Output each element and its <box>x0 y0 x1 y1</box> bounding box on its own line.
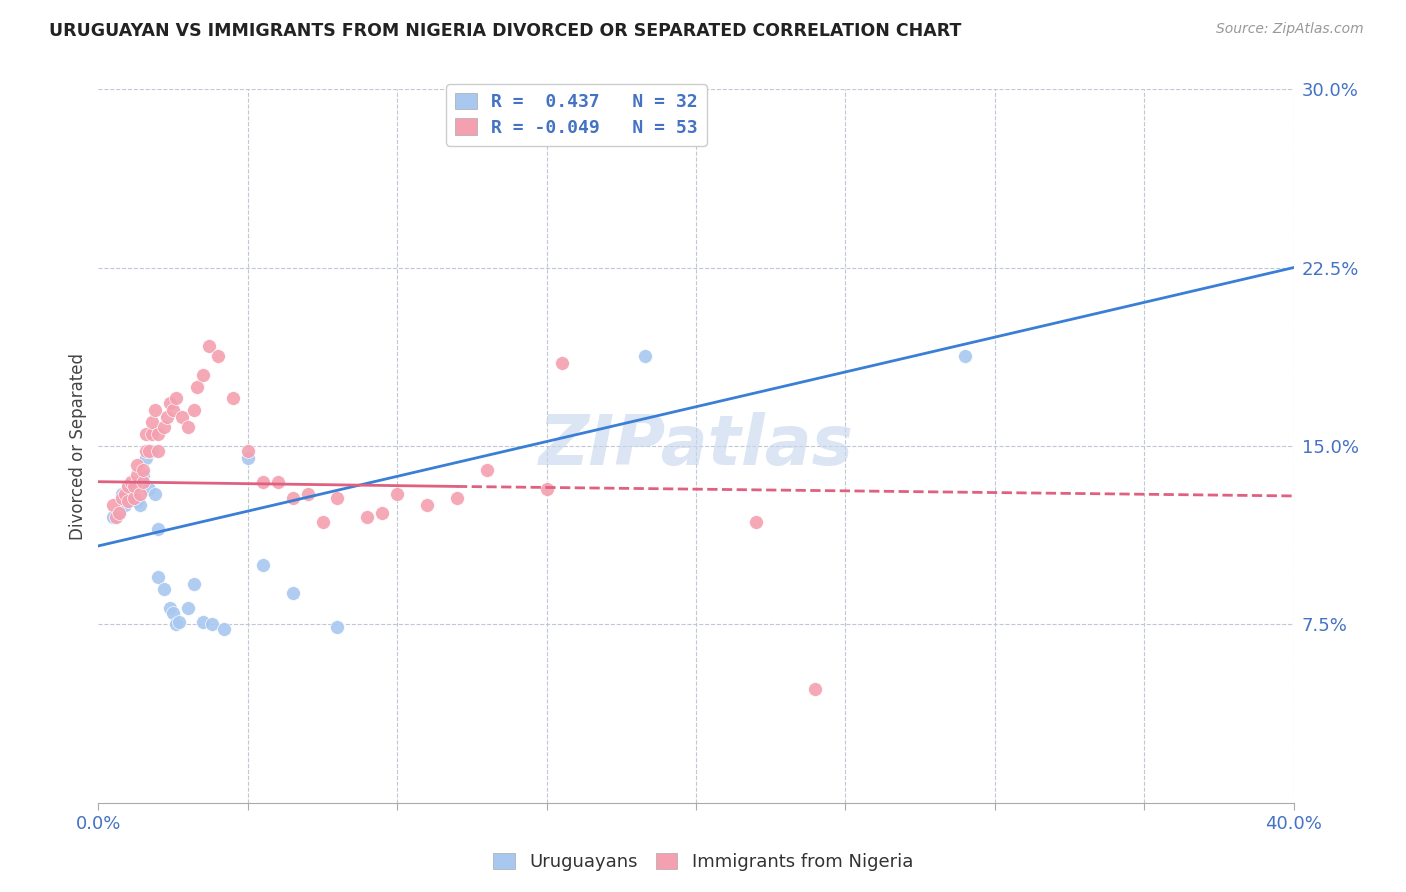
Point <box>117 491 139 506</box>
Point <box>177 420 200 434</box>
Point <box>114 486 136 500</box>
Point <box>267 475 290 489</box>
Point <box>191 615 214 629</box>
Point <box>183 577 205 591</box>
Point <box>132 475 155 489</box>
Point <box>148 522 170 536</box>
Point <box>103 499 125 513</box>
Point <box>385 486 409 500</box>
Point <box>108 506 131 520</box>
Point <box>201 617 224 632</box>
Legend: R =  0.437   N = 32, R = -0.049   N = 53: R = 0.437 N = 32, R = -0.049 N = 53 <box>446 84 707 145</box>
Point <box>356 510 378 524</box>
Point <box>135 427 157 442</box>
Point <box>132 463 155 477</box>
Point <box>198 339 221 353</box>
Point <box>297 486 319 500</box>
Y-axis label: Divorced or Separated: Divorced or Separated <box>69 352 87 540</box>
Point <box>371 506 394 520</box>
Point <box>177 600 200 615</box>
Point <box>165 392 187 406</box>
Point <box>127 493 149 508</box>
Point <box>183 403 205 417</box>
Point <box>446 491 468 506</box>
Point <box>132 467 155 482</box>
Point <box>162 403 184 417</box>
Point <box>236 443 259 458</box>
Point <box>124 479 146 493</box>
Point <box>129 499 152 513</box>
Point <box>326 620 349 634</box>
Point <box>105 510 128 524</box>
Point <box>117 479 139 493</box>
Point <box>186 379 208 393</box>
Point <box>172 410 194 425</box>
Point <box>143 486 166 500</box>
Point <box>108 506 131 520</box>
Point <box>141 427 163 442</box>
Point <box>236 450 259 465</box>
Point <box>117 493 139 508</box>
Point <box>159 396 181 410</box>
Point <box>103 510 125 524</box>
Point <box>162 606 184 620</box>
Point <box>281 586 304 600</box>
Point <box>117 482 139 496</box>
Point <box>416 499 439 513</box>
Point <box>138 443 160 458</box>
Point <box>138 482 160 496</box>
Point <box>135 443 157 458</box>
Point <box>124 479 146 493</box>
Point <box>129 486 152 500</box>
Point <box>252 475 274 489</box>
Point <box>745 515 768 529</box>
Point <box>153 420 176 434</box>
Point <box>148 443 170 458</box>
Point <box>141 415 163 429</box>
Point <box>326 491 349 506</box>
Point <box>141 443 163 458</box>
Point <box>114 499 136 513</box>
Point <box>207 349 229 363</box>
Point <box>252 558 274 572</box>
Point <box>148 427 170 442</box>
Point <box>159 600 181 615</box>
Point <box>165 617 187 632</box>
Point <box>634 349 657 363</box>
Point <box>953 349 976 363</box>
Point <box>127 467 149 482</box>
Point <box>475 463 498 477</box>
Point <box>191 368 214 382</box>
Point <box>311 515 333 529</box>
Point <box>212 622 235 636</box>
Point <box>167 615 190 629</box>
Point <box>536 482 558 496</box>
Point <box>127 458 149 472</box>
Point <box>111 491 134 506</box>
Point <box>156 410 179 425</box>
Point <box>111 486 134 500</box>
Text: ZIPatlas: ZIPatlas <box>538 412 853 480</box>
Point <box>120 475 142 489</box>
Legend: Uruguayans, Immigrants from Nigeria: Uruguayans, Immigrants from Nigeria <box>485 846 921 879</box>
Text: URUGUAYAN VS IMMIGRANTS FROM NIGERIA DIVORCED OR SEPARATED CORRELATION CHART: URUGUAYAN VS IMMIGRANTS FROM NIGERIA DIV… <box>49 22 962 40</box>
Point <box>550 356 572 370</box>
Point <box>804 681 827 696</box>
Point <box>222 392 245 406</box>
Point <box>143 403 166 417</box>
Point <box>148 570 170 584</box>
Text: Source: ZipAtlas.com: Source: ZipAtlas.com <box>1216 22 1364 37</box>
Point <box>124 491 146 506</box>
Point <box>281 491 304 506</box>
Point <box>135 450 157 465</box>
Point <box>153 582 176 596</box>
